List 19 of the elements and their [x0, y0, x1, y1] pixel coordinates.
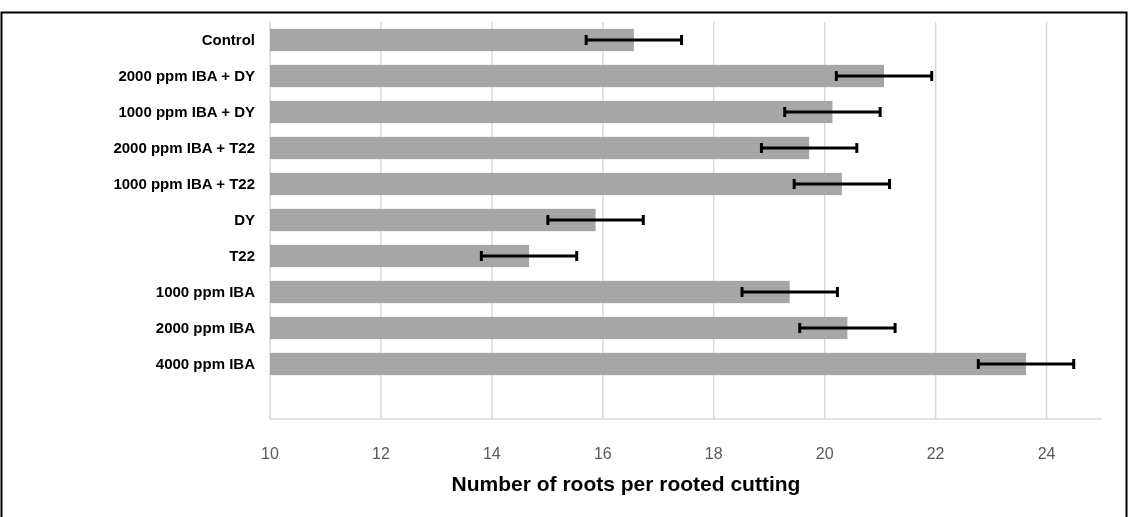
x-tick-label: 20 — [815, 445, 834, 462]
x-tick-label: 14 — [482, 445, 501, 462]
y-tick-label: 1000 ppm IBA + DY — [118, 103, 255, 121]
y-tick-label: T22 — [229, 247, 255, 265]
x-axis-title: Number of roots per rooted cutting — [451, 472, 801, 495]
y-tick-label: 2000 ppm IBA + T22 — [113, 139, 255, 157]
x-tick-label: 10 — [261, 445, 279, 462]
x-tick-label: 18 — [704, 445, 723, 462]
x-tick-label: 22 — [926, 445, 945, 462]
x-tick-label: 16 — [593, 445, 612, 462]
y-tick-label: DY — [234, 211, 255, 229]
y-tick-label: 1000 ppm IBA — [155, 283, 256, 301]
x-tick-label: 24 — [1037, 445, 1056, 462]
y-tick-label: 1000 ppm IBA + T22 — [113, 175, 255, 193]
y-tick-label: 2000 ppm IBA + DY — [118, 67, 255, 85]
y-tick-label: 2000 ppm IBA — [155, 319, 256, 337]
y-tick-label: 4000 ppm IBA — [155, 355, 256, 373]
y-tick-label: Control — [201, 31, 255, 49]
x-tick-label: 12 — [372, 445, 390, 462]
